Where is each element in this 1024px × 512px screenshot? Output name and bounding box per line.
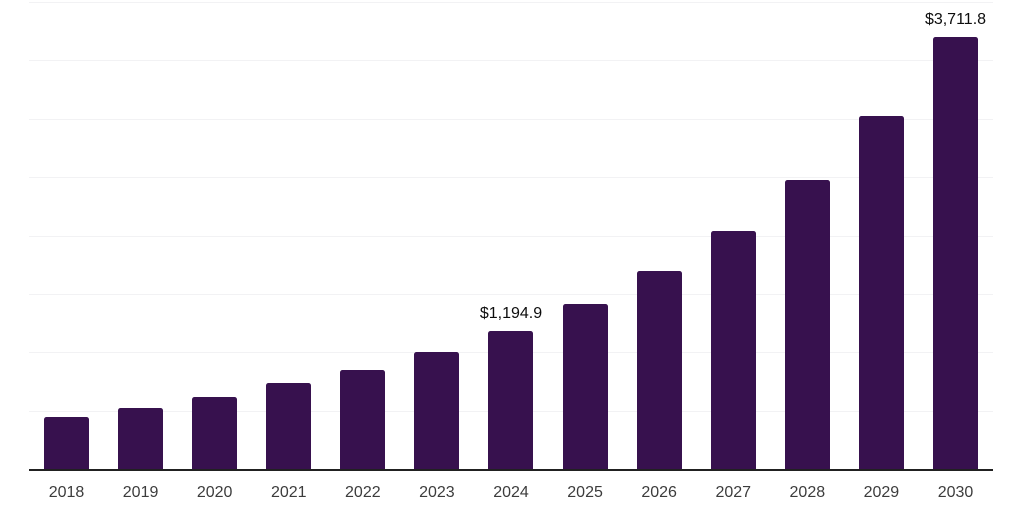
x-tick-label-2019: 2019 — [122, 484, 159, 501]
bar-2020 — [192, 396, 238, 470]
bar-2019 — [118, 408, 164, 470]
x-tick-label-2029: 2029 — [863, 484, 900, 501]
x-tick-label-2022: 2022 — [345, 484, 381, 501]
bar-2018 — [44, 417, 89, 470]
gridline — [29, 60, 993, 62]
gridline — [29, 177, 993, 179]
bar-2029 — [858, 116, 904, 470]
bar-2021 — [266, 383, 312, 470]
data-label-2024: $1,194.9 — [479, 305, 543, 323]
bar-2022 — [340, 369, 386, 470]
bar-2023 — [414, 351, 460, 470]
gridline — [29, 118, 993, 120]
x-tick-label-2028: 2028 — [789, 484, 826, 501]
bar-2030 — [932, 36, 978, 470]
x-tick-label-2024: 2024 — [493, 484, 529, 501]
bar-2025 — [562, 303, 608, 470]
bar-2027 — [710, 231, 756, 470]
bar-2028 — [784, 180, 830, 470]
x-tick-label-2030: 2030 — [937, 484, 974, 501]
x-tick-label-2018: 2018 — [48, 484, 85, 501]
x-tick-label-2023: 2023 — [419, 484, 455, 501]
x-tick-label-2020: 2020 — [196, 484, 233, 501]
x-tick-label-2021: 2021 — [270, 484, 307, 501]
gridline — [29, 235, 993, 237]
x-tick-label-2025: 2025 — [567, 484, 603, 501]
bar-2026 — [636, 270, 682, 470]
x-axis-line — [29, 469, 993, 471]
x-tick-label-2027: 2027 — [715, 484, 752, 501]
gridline — [29, 2, 993, 3]
x-tick-label-2026: 2026 — [641, 484, 677, 501]
data-label-2030: $3,711.8 — [924, 11, 987, 29]
plot-area: $1,194.9 $3,711.8 — [29, 2, 993, 471]
bar-2024 — [488, 330, 534, 470]
gridline — [29, 293, 993, 295]
